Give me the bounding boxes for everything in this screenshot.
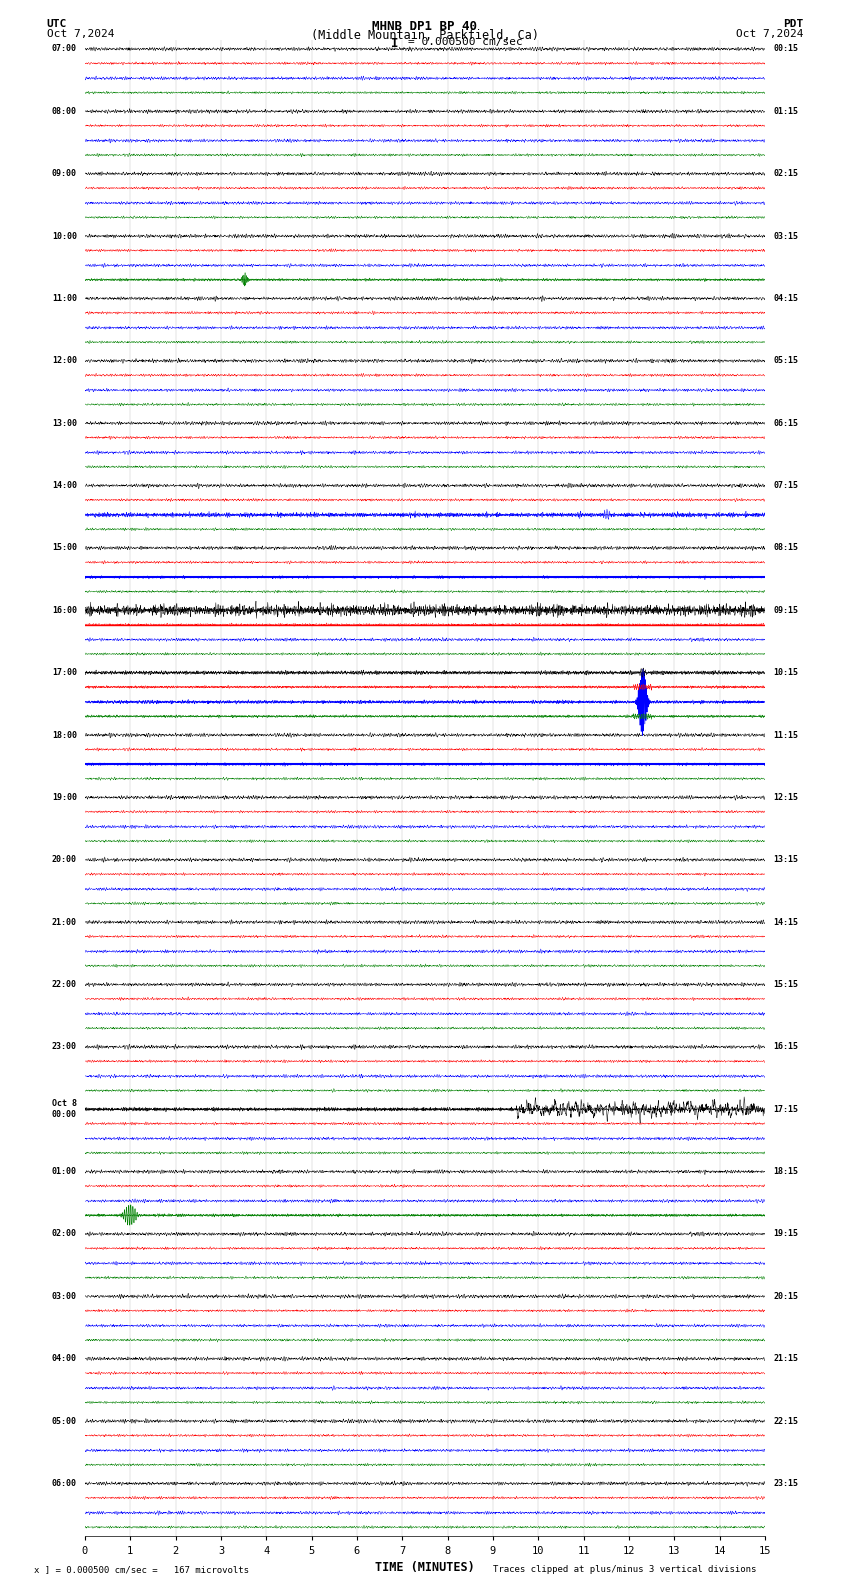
Text: 07:15: 07:15 — [774, 482, 798, 489]
Text: = 0.000500 cm/sec: = 0.000500 cm/sec — [408, 36, 523, 48]
Text: 04:15: 04:15 — [774, 295, 798, 303]
Text: 06:00: 06:00 — [52, 1479, 76, 1487]
Text: 21:00: 21:00 — [52, 917, 76, 927]
Text: 02:15: 02:15 — [774, 169, 798, 177]
Text: 17:15: 17:15 — [774, 1104, 798, 1114]
Text: 05:00: 05:00 — [52, 1416, 76, 1426]
Text: 20:15: 20:15 — [774, 1293, 798, 1300]
Text: Oct 8: Oct 8 — [52, 1099, 76, 1107]
Text: 20:00: 20:00 — [52, 855, 76, 865]
Text: 08:00: 08:00 — [52, 106, 76, 116]
Text: 13:15: 13:15 — [774, 855, 798, 865]
Text: 17:00: 17:00 — [52, 668, 76, 676]
Text: Oct 7,2024: Oct 7,2024 — [47, 29, 114, 38]
Text: UTC: UTC — [47, 19, 67, 30]
Text: (Middle Mountain, Parkfield, Ca): (Middle Mountain, Parkfield, Ca) — [311, 29, 539, 41]
Text: 06:15: 06:15 — [774, 418, 798, 428]
Text: 01:00: 01:00 — [52, 1167, 76, 1175]
Text: 15:00: 15:00 — [52, 543, 76, 553]
Text: 10:15: 10:15 — [774, 668, 798, 676]
Text: 08:15: 08:15 — [774, 543, 798, 553]
Text: 02:00: 02:00 — [52, 1229, 76, 1239]
Text: 11:00: 11:00 — [52, 295, 76, 303]
Text: Oct 7,2024: Oct 7,2024 — [736, 29, 803, 38]
Text: 18:00: 18:00 — [52, 730, 76, 740]
Text: 14:15: 14:15 — [774, 917, 798, 927]
Text: MHNB DP1 BP 40: MHNB DP1 BP 40 — [372, 19, 478, 33]
Text: 03:00: 03:00 — [52, 1293, 76, 1300]
Text: 14:00: 14:00 — [52, 482, 76, 489]
Text: 22:00: 22:00 — [52, 980, 76, 988]
Text: 23:00: 23:00 — [52, 1042, 76, 1052]
Text: 10:00: 10:00 — [52, 231, 76, 241]
Text: 09:15: 09:15 — [774, 605, 798, 615]
Text: 09:00: 09:00 — [52, 169, 76, 177]
Text: 16:00: 16:00 — [52, 605, 76, 615]
Text: 16:15: 16:15 — [774, 1042, 798, 1052]
Text: 19:15: 19:15 — [774, 1229, 798, 1239]
Text: 15:15: 15:15 — [774, 980, 798, 988]
Text: 07:00: 07:00 — [52, 44, 76, 54]
Text: 12:00: 12:00 — [52, 356, 76, 366]
Text: 21:15: 21:15 — [774, 1354, 798, 1364]
Text: 12:15: 12:15 — [774, 794, 798, 802]
Text: 00:15: 00:15 — [774, 44, 798, 54]
Text: 01:15: 01:15 — [774, 106, 798, 116]
Text: 13:00: 13:00 — [52, 418, 76, 428]
Text: 19:00: 19:00 — [52, 794, 76, 802]
Text: 03:15: 03:15 — [774, 231, 798, 241]
Text: 23:15: 23:15 — [774, 1479, 798, 1487]
Text: 00:00: 00:00 — [52, 1110, 76, 1118]
Text: PDT: PDT — [783, 19, 803, 30]
Text: I: I — [392, 36, 399, 49]
Text: Traces clipped at plus/minus 3 vertical divisions: Traces clipped at plus/minus 3 vertical … — [493, 1565, 756, 1574]
Text: x ] = 0.000500 cm/sec =   167 microvolts: x ] = 0.000500 cm/sec = 167 microvolts — [34, 1565, 249, 1574]
Text: 18:15: 18:15 — [774, 1167, 798, 1175]
Text: 05:15: 05:15 — [774, 356, 798, 366]
Text: 04:00: 04:00 — [52, 1354, 76, 1364]
X-axis label: TIME (MINUTES): TIME (MINUTES) — [375, 1562, 475, 1574]
Text: 11:15: 11:15 — [774, 730, 798, 740]
Text: 22:15: 22:15 — [774, 1416, 798, 1426]
